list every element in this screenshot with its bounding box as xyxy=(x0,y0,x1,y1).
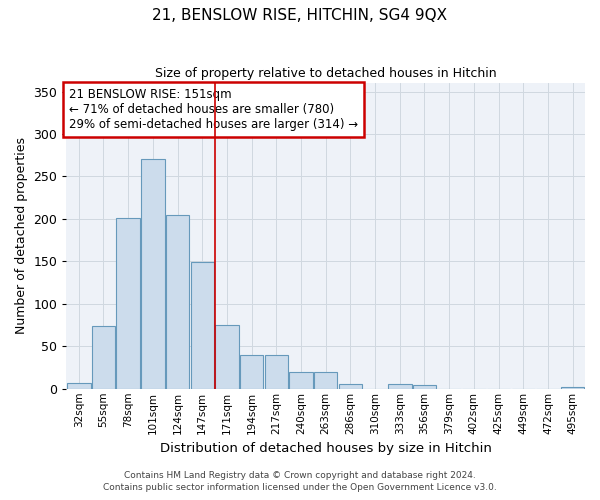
Bar xyxy=(116,218,140,389)
Bar xyxy=(67,383,91,389)
Text: 21, BENSLOW RISE, HITCHIN, SG4 9QX: 21, BENSLOW RISE, HITCHIN, SG4 9QX xyxy=(152,8,448,22)
Bar xyxy=(265,355,288,389)
Bar xyxy=(338,384,362,389)
Title: Size of property relative to detached houses in Hitchin: Size of property relative to detached ho… xyxy=(155,68,497,80)
Y-axis label: Number of detached properties: Number of detached properties xyxy=(15,138,28,334)
Bar xyxy=(289,372,313,389)
Bar xyxy=(141,158,164,389)
Bar xyxy=(92,326,115,389)
Text: 21 BENSLOW RISE: 151sqm
← 71% of detached houses are smaller (780)
29% of semi-d: 21 BENSLOW RISE: 151sqm ← 71% of detache… xyxy=(69,88,358,130)
Bar xyxy=(388,384,412,389)
Bar xyxy=(240,355,263,389)
X-axis label: Distribution of detached houses by size in Hitchin: Distribution of detached houses by size … xyxy=(160,442,491,455)
Text: Contains HM Land Registry data © Crown copyright and database right 2024.
Contai: Contains HM Land Registry data © Crown c… xyxy=(103,471,497,492)
Bar xyxy=(166,214,190,389)
Bar xyxy=(314,372,337,389)
Bar xyxy=(191,262,214,389)
Bar xyxy=(561,387,584,389)
Bar xyxy=(215,325,239,389)
Bar xyxy=(413,386,436,389)
